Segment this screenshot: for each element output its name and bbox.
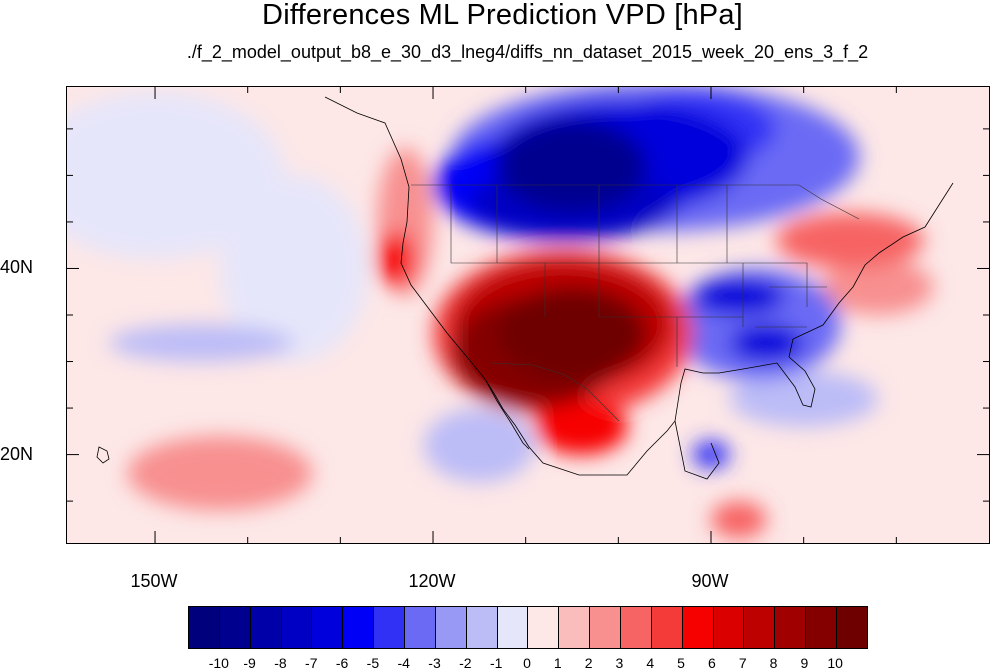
- map-plot-area: [66, 86, 990, 544]
- field-region-20: [127, 435, 313, 511]
- colorbar-box-2: [250, 607, 282, 648]
- field-region-21: [822, 259, 934, 315]
- field-region-0: [497, 119, 647, 213]
- field-contours: [67, 87, 934, 539]
- colorbar-box-21: [837, 607, 867, 648]
- field-region-11: [108, 324, 295, 362]
- colorbar-label: 8: [769, 655, 778, 671]
- colorbar-label: -10: [208, 655, 229, 671]
- political-borders: [411, 184, 860, 422]
- colorbar-label: -2: [459, 655, 472, 671]
- colorbar-box-7: [405, 607, 436, 648]
- colorbar-label: 5: [677, 655, 685, 671]
- colorbar-label: 4: [646, 655, 655, 671]
- yucatan-coastline: [674, 420, 720, 480]
- colorbar-label: 10: [827, 655, 843, 671]
- field-region-17: [534, 398, 628, 455]
- colorbar-box-0: [189, 607, 220, 648]
- colorbar-label: 9: [800, 655, 809, 671]
- colorbar-label: -7: [305, 655, 318, 671]
- colorbar-box-12: [559, 607, 591, 648]
- colorbar-box-19: [775, 607, 807, 648]
- field-region-9: [692, 440, 730, 469]
- colorbar: [188, 606, 868, 649]
- us-canada-border: [411, 184, 860, 220]
- lon-label-150W: 150W: [130, 571, 178, 591]
- colorbar-label: -6: [335, 655, 349, 671]
- colorbar-box-3: [281, 607, 313, 648]
- axis-ticks: [67, 87, 989, 543]
- colorbar-box-5: [343, 607, 375, 648]
- colorbar-box-15: [651, 607, 683, 648]
- colorbar-label: 0: [523, 655, 531, 671]
- colorbar-box-8: [435, 607, 467, 648]
- coastlines: [96, 96, 954, 480]
- baja-california-coastline: [484, 378, 530, 450]
- field-region-10: [729, 370, 878, 427]
- colorbar-label: -3: [428, 655, 441, 671]
- lat-label-20N: 20N: [0, 443, 34, 464]
- colorbar-box-18: [744, 607, 776, 648]
- colorbar-label: -1: [489, 655, 503, 671]
- field-region-22: [775, 212, 925, 269]
- colorbar-label: 7: [738, 655, 747, 671]
- colorbar-box-17: [713, 607, 745, 648]
- chart-title: Differences ML Prediction VPD [hPa]: [262, 0, 743, 31]
- colorbar-box-14: [621, 607, 652, 648]
- colorbar-label: -9: [243, 655, 256, 671]
- field-region-7: [729, 324, 804, 362]
- colorbar-label: 2: [584, 655, 593, 671]
- colorbar-label: -8: [274, 655, 287, 671]
- colorbar-box-10: [497, 607, 529, 648]
- field-region-12: [423, 408, 535, 483]
- map-svg: [67, 87, 989, 543]
- colorbar-box-11: [528, 607, 560, 648]
- field-region-25: [219, 175, 369, 362]
- field-region-13: [497, 287, 647, 381]
- colorbar-label: 3: [615, 655, 624, 671]
- hawaii-island: [96, 446, 110, 464]
- colorbar-box-20: [806, 607, 838, 648]
- colorbar-box-13: [590, 607, 622, 648]
- field-region-23: [711, 501, 767, 539]
- colorbar-label: -4: [397, 655, 410, 671]
- lon-label-120W: 120W: [408, 571, 456, 591]
- colorbar-box-9: [466, 607, 498, 648]
- field-region-24: [67, 91, 285, 260]
- colorbar-box-1: [219, 607, 251, 648]
- colorbar-box-4: [312, 607, 344, 648]
- lat-label-40N: 40N: [0, 257, 34, 278]
- field-region-18: [377, 231, 415, 288]
- field-region-6: [692, 277, 786, 315]
- colorbar-label: 1: [553, 655, 562, 671]
- colorbar-box-16: [682, 607, 714, 648]
- colorbar-label: 6: [708, 655, 716, 671]
- colorbar-labels: -10 -9 -8 -7 -6 -5 -4 -3 -2 -1 0 1 2 3 4 5 6 7 8 9 10: [188, 656, 866, 672]
- lon-label-90W: 90W: [691, 571, 729, 591]
- us-mexico-border: [490, 362, 620, 422]
- chart-subtitle: ./f_2_model_output_b8_e_30_d3_lneg4/diff…: [186, 42, 869, 62]
- colorbar-label: -5: [366, 655, 380, 671]
- state-borders: [450, 185, 827, 367]
- colorbar-box-6: [374, 607, 406, 648]
